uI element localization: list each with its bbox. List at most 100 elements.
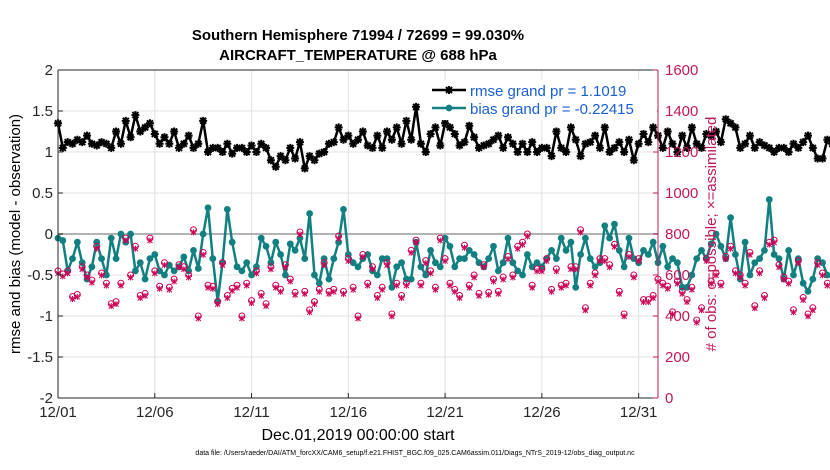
data-point	[528, 138, 537, 147]
data-point	[784, 148, 793, 156]
data-point	[199, 116, 208, 125]
data-point	[292, 291, 298, 298]
data-point	[368, 143, 377, 152]
data-point	[634, 139, 643, 148]
y-tick-label-right: 400	[665, 308, 690, 325]
data-point	[324, 139, 333, 148]
data-point	[364, 282, 371, 289]
data-point	[64, 270, 71, 277]
data-point	[359, 253, 366, 260]
data-point	[456, 255, 464, 262]
data-point	[649, 123, 658, 132]
data-point	[751, 305, 758, 312]
data-point	[295, 138, 304, 147]
data-point	[329, 138, 338, 147]
y-tick-label-right: 1400	[665, 103, 698, 120]
data-point	[271, 162, 280, 171]
data-point	[479, 141, 488, 150]
data-point	[761, 247, 768, 254]
data-point	[639, 129, 648, 138]
data-point	[92, 141, 101, 150]
data-point	[209, 255, 217, 262]
data-point	[132, 267, 139, 275]
data-point	[804, 131, 812, 140]
data-point	[548, 247, 555, 254]
data-point	[615, 247, 623, 254]
data-point	[650, 294, 657, 301]
data-point	[190, 247, 197, 254]
data-point	[805, 313, 811, 320]
data-point	[804, 288, 812, 295]
data-point	[673, 148, 682, 156]
data-point	[174, 143, 183, 152]
data-point	[233, 143, 242, 152]
y-tick-label-right: 1200	[665, 144, 698, 161]
data-point	[364, 251, 372, 258]
data-point	[625, 234, 633, 242]
data-point	[208, 143, 217, 152]
data-point	[572, 266, 579, 273]
data-point	[509, 259, 517, 267]
data-point	[523, 148, 532, 156]
data-point	[242, 148, 251, 156]
data-point	[272, 284, 279, 291]
data-point	[814, 262, 821, 269]
data-point	[702, 129, 711, 138]
x-axis-label: Dec.01,2019 00:00:00 start	[261, 427, 455, 444]
data-point	[765, 143, 774, 152]
data-point	[732, 251, 739, 258]
data-point	[649, 238, 657, 246]
data-point	[568, 266, 574, 273]
y-axis-label-left: rmse and bias (model - observation)	[7, 114, 24, 354]
data-point	[194, 265, 202, 272]
data-point	[79, 266, 86, 273]
data-point	[445, 123, 454, 132]
data-point	[248, 271, 255, 279]
data-point	[750, 143, 759, 152]
data-point	[131, 111, 140, 120]
data-point	[562, 148, 571, 156]
data-point	[504, 133, 512, 142]
data-point	[228, 149, 237, 158]
data-point	[495, 290, 502, 297]
data-point	[311, 271, 318, 279]
data-point	[432, 286, 439, 293]
data-point	[229, 287, 236, 294]
data-file-footer: data file: /Users/raeder/DAI/ATM_forcXX/…	[195, 450, 635, 457]
data-point	[571, 135, 580, 144]
data-point	[355, 315, 361, 322]
data-point	[794, 255, 802, 262]
data-point	[330, 288, 337, 295]
data-point	[204, 148, 212, 156]
chart-title-line-1: Southern Hemisphere 71994 / 72699 = 99.0…	[191, 27, 525, 44]
data-point	[726, 119, 735, 128]
data-point	[83, 131, 92, 140]
data-point	[103, 282, 110, 289]
data-point	[818, 154, 827, 163]
data-point	[765, 196, 773, 203]
data-point	[519, 271, 526, 279]
data-point	[378, 255, 386, 262]
data-point	[485, 255, 493, 262]
data-point	[785, 247, 793, 254]
data-point	[605, 148, 614, 156]
data-point	[742, 282, 748, 289]
chart-title-line-2: AIRCRAFT_TEMPERATURE @ 688 hPa	[219, 47, 497, 64]
y-tick-label-left: 0.5	[32, 185, 53, 202]
data-point	[257, 139, 266, 148]
data-point	[606, 264, 613, 271]
x-tick-label: 12/26	[523, 404, 561, 421]
data-point	[542, 143, 551, 152]
data-point	[137, 294, 144, 301]
data-point	[98, 272, 105, 279]
data-point	[499, 259, 507, 267]
data-point	[684, 299, 690, 306]
data-point	[756, 255, 764, 262]
data-point	[349, 139, 358, 148]
data-point	[286, 240, 294, 248]
data-point	[562, 247, 570, 254]
data-point	[185, 274, 192, 281]
data-point	[582, 307, 589, 314]
data-point	[461, 244, 468, 251]
x-tick-label: 12/06	[136, 404, 174, 421]
